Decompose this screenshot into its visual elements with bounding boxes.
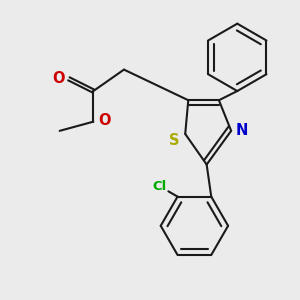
- Text: Cl: Cl: [152, 180, 166, 193]
- Text: O: O: [98, 112, 110, 128]
- Text: O: O: [52, 71, 64, 86]
- Text: N: N: [236, 123, 248, 138]
- Text: S: S: [169, 133, 180, 148]
